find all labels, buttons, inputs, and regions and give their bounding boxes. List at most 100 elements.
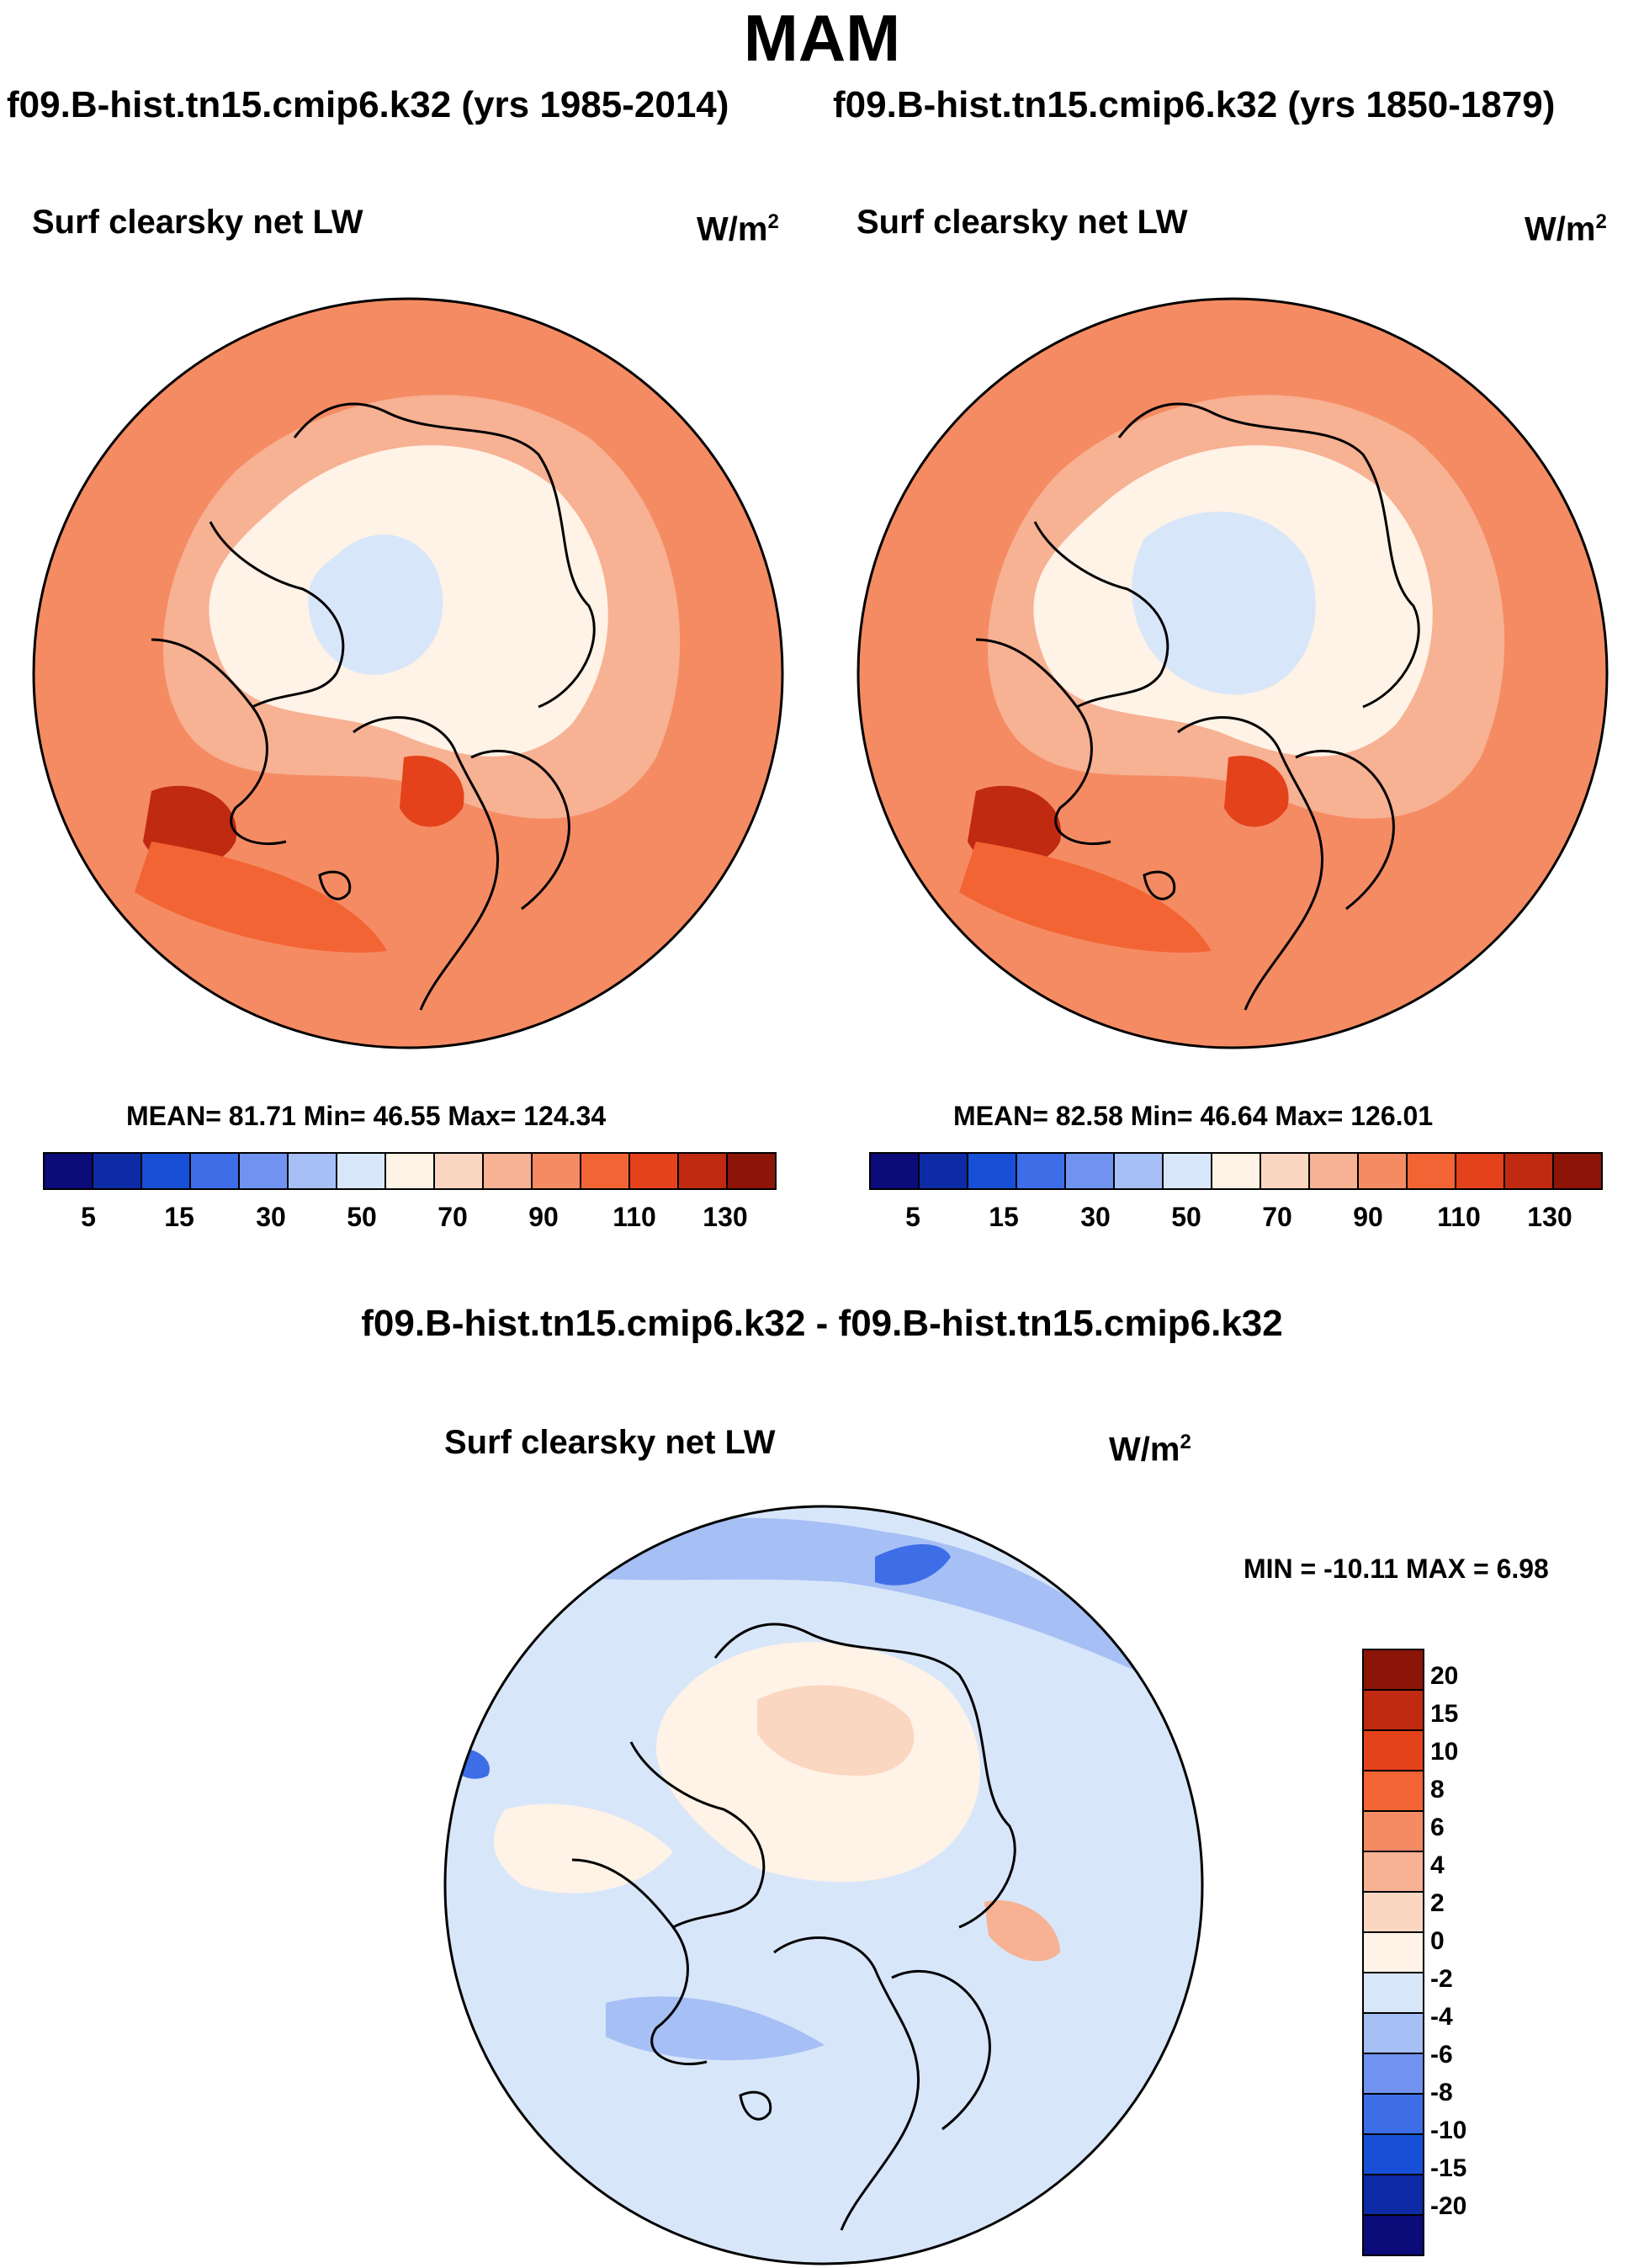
left-tick: 130: [703, 1202, 748, 1232]
left-tick: 90: [528, 1202, 559, 1232]
left-colorbar-swatch: [433, 1152, 484, 1190]
right-tick: 70: [1262, 1202, 1292, 1232]
diff-colorbar-swatch: [1362, 1689, 1424, 1731]
main-title: MAM: [743, 1, 901, 75]
left-colorbar-swatch: [43, 1152, 93, 1190]
diff-colorbar-swatch: [1362, 2214, 1424, 2256]
right-colorbar-swatch: [1357, 1152, 1408, 1190]
left-map-field: [34, 299, 782, 1048]
diff-map-field: [445, 1506, 1202, 2264]
left-tick: 50: [347, 1202, 377, 1232]
diff-tick: 2: [1430, 1889, 1445, 1917]
left-units-label: W/m2: [697, 210, 779, 248]
right-tick: 90: [1353, 1202, 1383, 1232]
diff-colorbar-swatch: [1362, 2053, 1424, 2095]
left-colorbar-swatch: [482, 1152, 533, 1190]
right-tick: 50: [1171, 1202, 1201, 1232]
left-colorbar-swatch: [677, 1152, 728, 1190]
diff-colorbar-swatch: [1362, 1649, 1424, 1691]
diff-colorbar-ticks: 20 15 10 8 6 4 2 0 -2 -4 -6 -8 -10 -15 -…: [1430, 1662, 1514, 2268]
diff-variable-label: Surf clearsky net LW: [444, 1424, 776, 1461]
diff-units-label: W/m2: [1109, 1431, 1191, 1469]
right-colorbar-swatch: [1552, 1152, 1603, 1190]
diff-tick: 0: [1430, 1927, 1445, 1955]
diff-tick: 15: [1430, 1700, 1459, 1728]
right-colorbar-swatch: [869, 1152, 920, 1190]
diff-colorbar-swatch: [1362, 1891, 1424, 1933]
diff-tick: -20: [1430, 2192, 1467, 2220]
right-map-field: [858, 299, 1607, 1048]
right-tick: 5: [905, 1202, 920, 1232]
diff-tick: -8: [1430, 2079, 1453, 2106]
diff-colorbar-swatch: [1362, 2093, 1424, 2135]
left-colorbar-swatch: [287, 1152, 337, 1190]
diff-colorbar-swatch: [1362, 1972, 1424, 2014]
left-colorbar-swatch: [336, 1152, 386, 1190]
diff-colorbar-swatch: [1362, 2174, 1424, 2216]
right-colorbar-swatch: [1113, 1152, 1164, 1190]
diff-tick: 4: [1430, 1851, 1445, 1879]
diff-tick: 6: [1430, 1814, 1445, 1841]
left-tick: 30: [256, 1202, 286, 1232]
right-colorbar-swatch: [1503, 1152, 1554, 1190]
right-coastlines: [975, 402, 1420, 1011]
right-colorbar-swatch: [1211, 1152, 1261, 1190]
right-subtitle: f09.B-hist.tn15.cmip6.k32 (yrs 1850-1879…: [833, 84, 1556, 125]
left-subtitle: f09.B-hist.tn15.cmip6.k32 (yrs 1985-2014…: [7, 84, 729, 125]
left-colorbar-swatch: [531, 1152, 581, 1190]
right-tick: 15: [989, 1202, 1019, 1232]
diff-colorbar-swatch: [1362, 1931, 1424, 1973]
left-tick: 5: [81, 1202, 96, 1232]
left-variable-label: Surf clearsky net LW: [32, 204, 363, 241]
right-colorbar-swatch: [1064, 1152, 1115, 1190]
diff-colorbar-swatch: [1362, 2012, 1424, 2054]
diff-colorbar-swatch: [1362, 1810, 1424, 1852]
right-colorbar-swatch: [1162, 1152, 1212, 1190]
left-tick: 15: [164, 1202, 194, 1232]
diff-tick: -6: [1430, 2041, 1453, 2069]
right-colorbar-swatch: [1406, 1152, 1456, 1190]
diff-tick: -2: [1430, 1965, 1453, 1993]
right-colorbar-swatch: [1308, 1152, 1359, 1190]
left-colorbar-swatch: [628, 1152, 679, 1190]
right-colorbar-swatch: [918, 1152, 968, 1190]
right-tick: 30: [1080, 1202, 1111, 1232]
left-colorbar-swatch: [141, 1152, 191, 1190]
left-colorbar-swatch: [384, 1152, 435, 1190]
diff-tick: 8: [1430, 1776, 1445, 1803]
right-variable-label: Surf clearsky net LW: [856, 204, 1188, 241]
left-stats: MEAN= 81.71 Min= 46.55 Max= 124.34: [126, 1101, 607, 1131]
left-colorbar-swatch: [189, 1152, 240, 1190]
diff-tick: 20: [1430, 1662, 1459, 1690]
diff-colorbar-swatch: [1362, 1770, 1424, 1812]
left-colorbar-swatch: [580, 1152, 630, 1190]
diff-tick: 10: [1430, 1738, 1459, 1766]
right-tick: 130: [1527, 1202, 1572, 1232]
left-tick: 70: [438, 1202, 468, 1232]
right-colorbar-swatch: [1016, 1152, 1066, 1190]
diff-tick: -10: [1430, 2117, 1467, 2144]
right-units-label: W/m2: [1525, 210, 1607, 248]
left-colorbar-swatch: [92, 1152, 142, 1190]
diff-stats: MIN = -10.11 MAX = 6.98: [1244, 1554, 1549, 1584]
right-colorbar-swatch: [967, 1152, 1017, 1190]
diff-tick: -15: [1430, 2154, 1467, 2182]
right-colorbar-swatch: [1260, 1152, 1310, 1190]
diff-title: f09.B-hist.tn15.cmip6.k32 - f09.B-hist.t…: [361, 1303, 1283, 1344]
diff-colorbar-swatch: [1362, 1851, 1424, 1893]
right-stats: MEAN= 82.58 Min= 46.64 Max= 126.01: [953, 1101, 1434, 1131]
diff-tick: -4: [1430, 2003, 1453, 2031]
left-coastlines: [151, 402, 596, 1011]
left-colorbar-ticks: 5 15 30 50 70 90 110 130: [0, 1202, 1644, 1235]
left-colorbar-swatch: [726, 1152, 777, 1190]
right-colorbar-ticks: 5 15 30 50 70 90 110 130: [0, 1202, 1644, 1235]
right-tick: 110: [1437, 1202, 1481, 1232]
diff-colorbar-swatch: [1362, 2133, 1424, 2175]
left-tick: 110: [613, 1202, 656, 1232]
